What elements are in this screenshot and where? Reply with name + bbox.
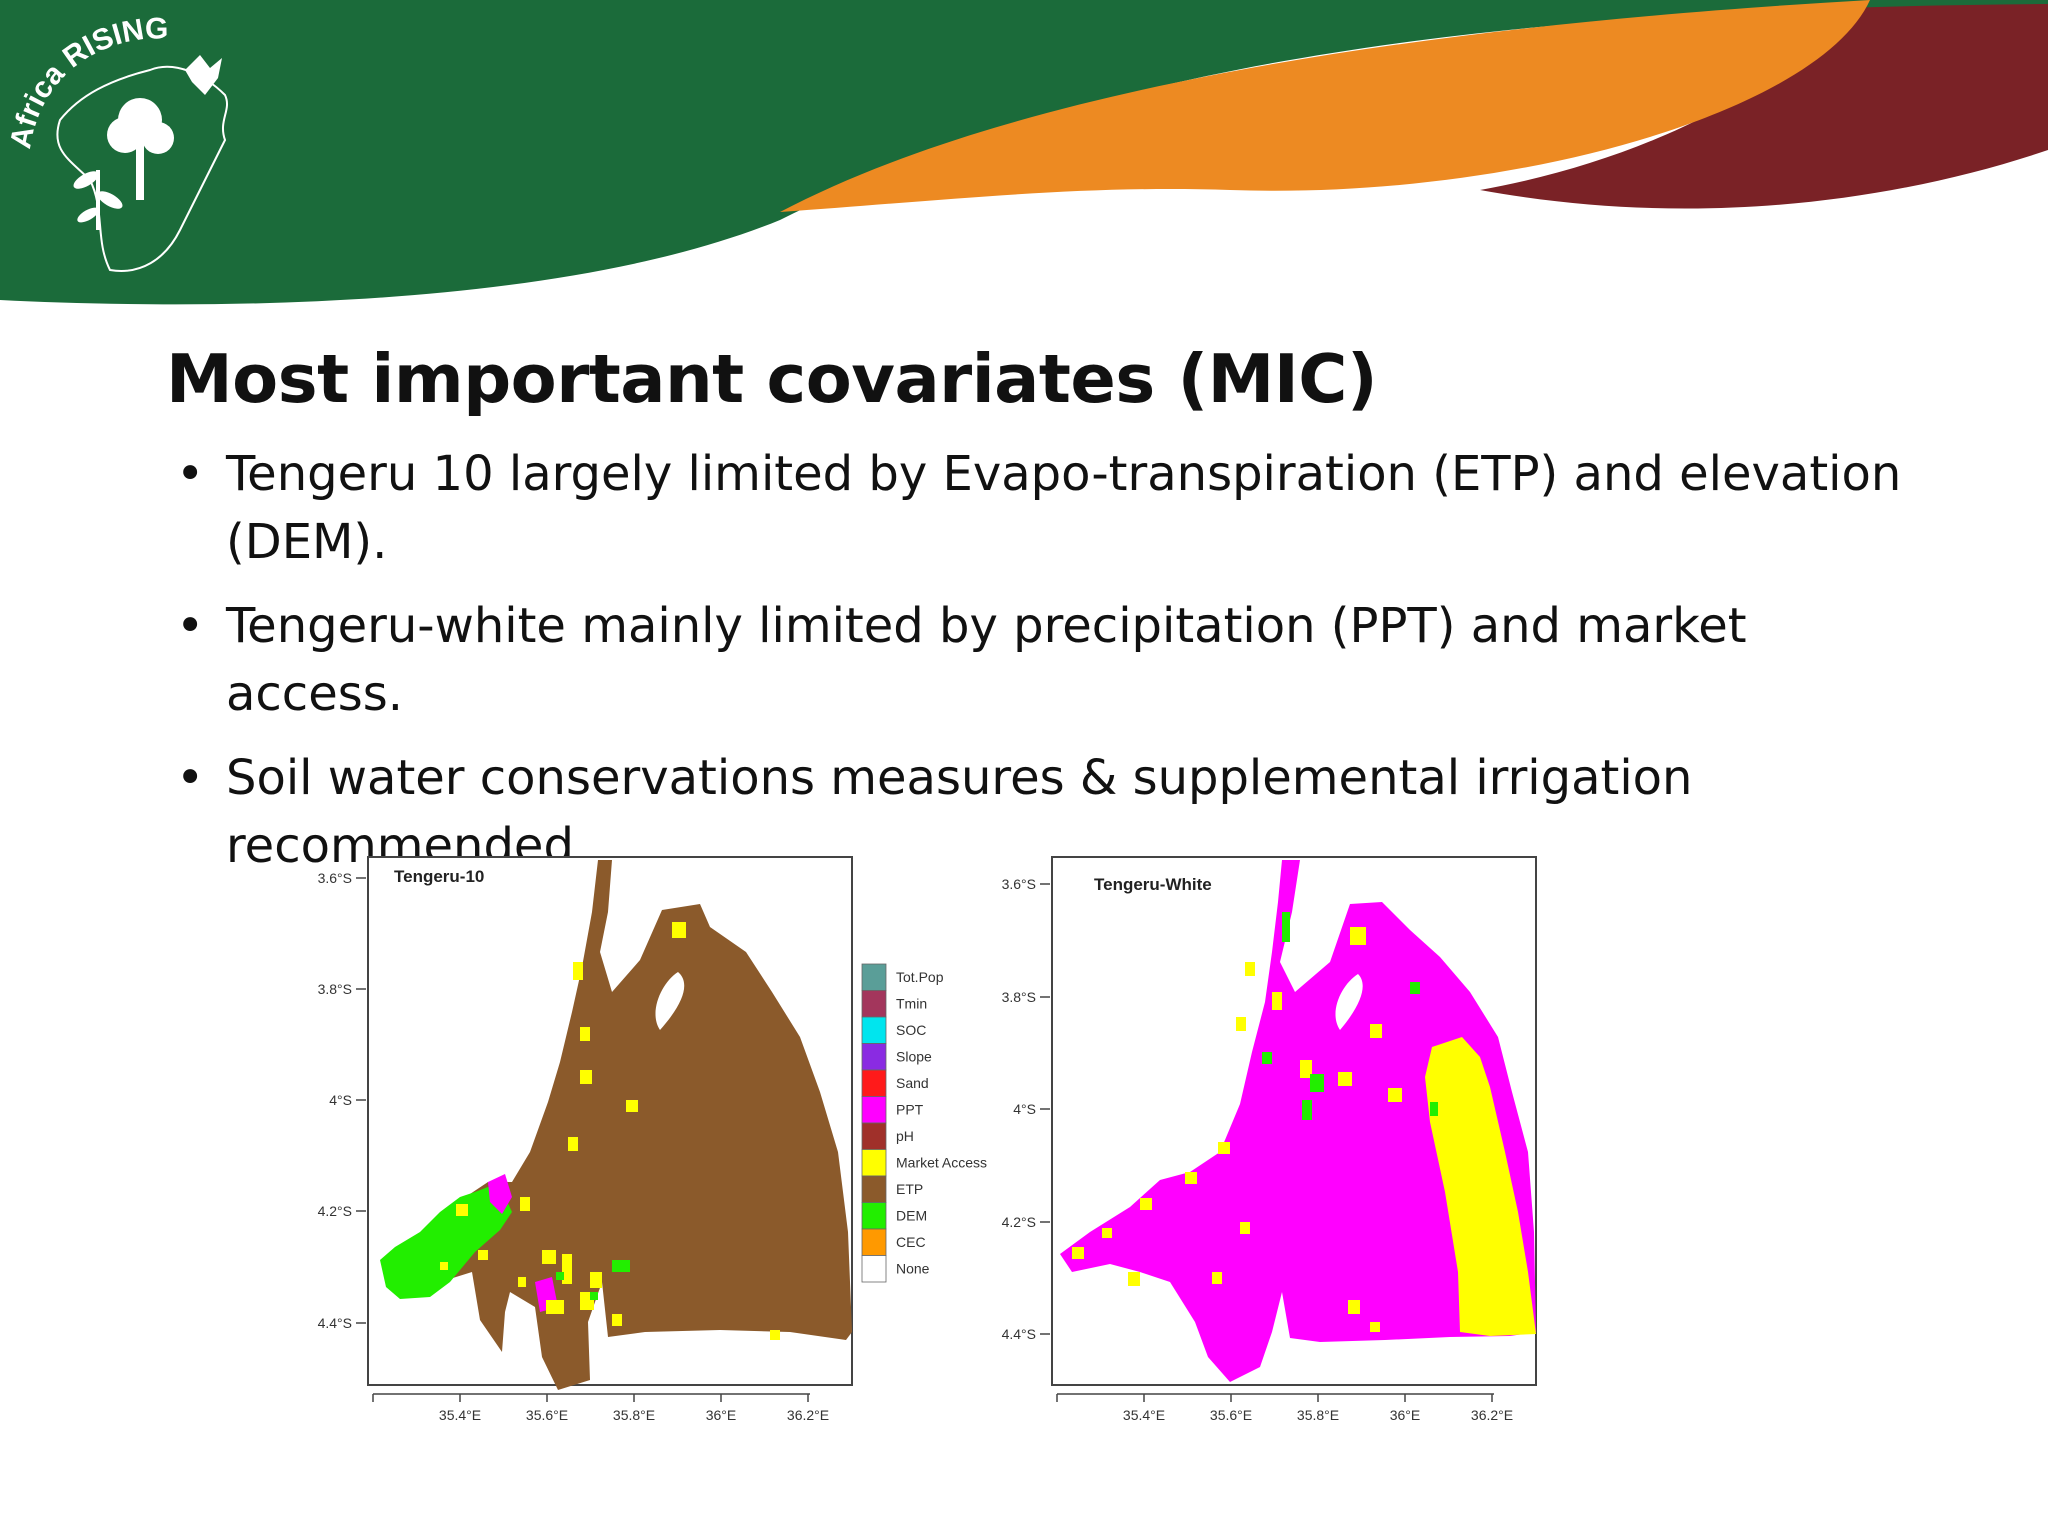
header-banner: [0, 0, 2048, 305]
y-tick-label: 3.6°S: [318, 870, 352, 886]
cow-icon: [185, 55, 222, 95]
legend-swatch: [861, 1069, 887, 1097]
africa-rising-logo: Africa RISING: [4, 12, 228, 272]
x-tick-label: 35.8°E: [613, 1407, 655, 1423]
region-dem: [380, 1187, 512, 1299]
y-tick-label: 3.6°S: [1002, 876, 1036, 892]
bullet-list: Tengeru 10 largely limited by Evapo-tran…: [168, 440, 1928, 896]
banner-maroon-swoosh: [1480, 0, 2048, 209]
map-legend: Tot.Pop Tmin SOC Slope Sand PPT pH Market Acces…: [861, 963, 987, 1283]
y-axis: 3.6°S 3.8°S 4°S 4.2°S 4.4°S: [318, 870, 366, 1331]
x-tick-label: 35.4°E: [439, 1407, 481, 1423]
legend-swatch: [861, 1096, 887, 1124]
legend-label: Tmin: [896, 996, 927, 1012]
y-axis: 3.6°S 3.8°S 4°S 4.2°S 4.4°S: [1002, 876, 1050, 1342]
y-tick-label: 4.2°S: [1002, 1214, 1036, 1230]
x-tick-label: 36.2°E: [1471, 1407, 1513, 1423]
legend-label: ETP: [896, 1181, 923, 1197]
legend-swatch: [861, 990, 887, 1018]
x-tick-label: 36°E: [1390, 1407, 1421, 1423]
legend-swatch: [861, 1202, 887, 1230]
legend-label: Tot.Pop: [896, 969, 944, 985]
legend-label: PPT: [896, 1102, 924, 1118]
y-tick-label: 4.4°S: [1002, 1326, 1036, 1342]
legend-swatch: [861, 1122, 887, 1150]
legend-label: Market Access: [896, 1155, 987, 1171]
y-tick-label: 4°S: [1013, 1101, 1036, 1117]
dem-patches: [556, 1260, 630, 1300]
legend-swatch: [861, 1228, 887, 1256]
y-tick-label: 4.4°S: [318, 1315, 352, 1331]
y-tick-label: 3.8°S: [318, 981, 352, 997]
plant-icon: [73, 170, 123, 230]
legend-swatch: [861, 1255, 887, 1283]
legend-label: pH: [896, 1128, 914, 1144]
map-tengeru-10: 3.6°S 3.8°S 4°S 4.2°S 4.4°S 35.4°E 35.6°…: [318, 856, 987, 1423]
legend-swatch: [861, 1043, 887, 1071]
legend-label: None: [896, 1261, 930, 1277]
legend-swatch: [861, 1149, 887, 1177]
x-tick-label: 35.6°E: [1210, 1407, 1252, 1423]
legend-swatch: [861, 1016, 887, 1044]
map-tengeru-white: 35.4°E 35.6°E 35.8°E 36°E 36.2°E 3.6°S 3…: [1002, 856, 1537, 1423]
x-axis: 35.4°E 35.6°E 35.8°E 36°E 36.2°E: [1056, 1393, 1513, 1423]
bullet-item: Tengeru-white mainly limited by precipit…: [168, 592, 1928, 728]
legend-swatch: [861, 963, 887, 991]
legend-label: Sand: [896, 1075, 929, 1091]
region-etp: [410, 860, 852, 1390]
y-tick-label: 4°S: [329, 1092, 352, 1108]
banner-orange-swoosh: [780, 0, 1870, 212]
x-tick-label: 35.4°E: [1123, 1407, 1165, 1423]
region-market-access: [1425, 1037, 1536, 1336]
map-title: Tengeru-White: [1094, 875, 1212, 894]
banner-green-band: [0, 0, 2048, 305]
y-tick-label: 4.2°S: [318, 1203, 352, 1219]
dem-patches: [1262, 912, 1438, 1120]
market-access-patches: [1072, 927, 1402, 1332]
y-tick-label: 3.8°S: [1002, 989, 1036, 1005]
legend-swatch: [861, 1175, 887, 1203]
region-ppt: [488, 1174, 512, 1214]
legend-label: DEM: [896, 1208, 927, 1224]
bullet-item: Soil water conservations measures & supp…: [168, 744, 1928, 880]
bullet-item: Tengeru 10 largely limited by Evapo-tran…: [168, 440, 1928, 576]
map-title: Tengeru-10: [394, 867, 484, 886]
legend-label: Slope: [896, 1049, 932, 1065]
x-tick-label: 35.8°E: [1297, 1407, 1339, 1423]
tree-icon: [107, 98, 174, 200]
x-tick-label: 35.6°E: [526, 1407, 568, 1423]
legend-label: SOC: [896, 1022, 926, 1038]
slide-title: Most important covariates (MIC): [166, 340, 1378, 418]
africa-outline-icon: [56, 65, 228, 272]
x-tick-label: 36°E: [706, 1407, 737, 1423]
market-access-patches: [440, 922, 780, 1340]
x-tick-label: 36.2°E: [787, 1407, 829, 1423]
legend-label: CEC: [896, 1234, 926, 1250]
x-axis: 35.4°E 35.6°E 35.8°E 36°E 36.2°E: [372, 1393, 829, 1423]
